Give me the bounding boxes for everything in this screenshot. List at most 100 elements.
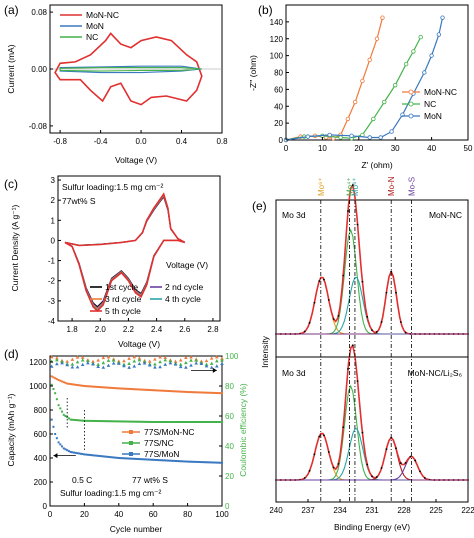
panel-d-capacity-point (122, 457, 125, 460)
panel-d-capacity-point (95, 454, 98, 457)
panel-d-capacity-point (57, 441, 60, 444)
panel-e-component (276, 228, 468, 335)
panel-c-ylabel: Current Density (A g⁻¹) (10, 204, 20, 291)
panel-d-capacity-point (66, 382, 69, 385)
panel-d-efficiency-point (75, 355, 80, 359)
panel-d-capacity-point (148, 458, 151, 461)
panel-d-capacity-point (195, 391, 198, 394)
panel-d-efficiency-point (168, 361, 173, 365)
panel-d-capacity-point (150, 420, 153, 423)
panel-d-capacity-point (83, 453, 86, 456)
panel-b-point (367, 135, 372, 140)
panel-c-series-3 (64, 193, 186, 311)
panel-d-capacity-point (188, 421, 191, 423)
panel-c-ytick-label: 2 (51, 196, 56, 205)
panel-d-capacity-point (105, 420, 108, 423)
panel-d-capacity-point (167, 459, 170, 462)
panel-d-efficiency-point (86, 361, 90, 365)
panel-d-capacity-point (153, 389, 156, 392)
panel-d-capacity-point (200, 421, 203, 423)
panel-d-capacity-point (217, 421, 220, 423)
panel-d-capacity-point (67, 382, 70, 385)
panel-d-capacity-point (164, 389, 167, 392)
panel-d-ytick-label: 1000 (29, 382, 47, 391)
panel-d-capacity-point (165, 389, 168, 392)
panel-d-efficiency-point (70, 365, 75, 369)
panel-d-capacity-point (85, 453, 88, 456)
panel-e-data-point (323, 278, 325, 281)
panel-d-capacity-point (135, 457, 137, 460)
panel-d-capacity-point (160, 389, 163, 392)
panel-d-xtick-label: 40 (114, 510, 123, 519)
panel-b-xlabel: Z' (ohm) (361, 160, 393, 170)
panel-e-data-point (337, 462, 340, 465)
panel-d-efficiency-point (189, 358, 193, 362)
panel-d-capacity-point (95, 420, 98, 423)
panel-d-efficiency-point (127, 365, 131, 369)
panel-d-capacity-point (167, 421, 170, 423)
panel-d-capacity-point (131, 420, 134, 423)
panel-e-component (276, 276, 468, 335)
panel-d-capacity-point (121, 387, 124, 390)
panel-d-capacity-point (100, 386, 103, 389)
panel-d-capacity-point (81, 419, 84, 422)
panel-d-capacity-point (160, 421, 163, 423)
panel-b-ytick-label: 60 (274, 85, 283, 94)
panel-e-data-point (404, 461, 407, 464)
panel-e-data-point (356, 223, 359, 226)
panel-d-capacity-point (143, 388, 146, 391)
panel-d-y2tick-label: 20 (225, 472, 234, 481)
panel-d-efficiency-point (158, 355, 162, 359)
panel-d-capacity-point (165, 421, 168, 423)
panel-d-capacity-point (191, 421, 194, 423)
panel-c-ticks: 1.8 2.0 2.2 2.4 2.6 2.8 3 2 1 0 -1 -2 -3 -4 (48, 176, 219, 334)
panel-b-legend-label: MoN (424, 111, 442, 121)
panel-d-capacity-point (190, 460, 193, 463)
panel-d-capacity-point (155, 389, 158, 392)
panel-d-capacity-point (67, 450, 70, 453)
panel-e-component (276, 428, 468, 481)
panel-a-xlabel: Voltage (V) (115, 155, 157, 165)
panel-a-legend-label: MoN (86, 21, 104, 31)
panel-e-data-point (303, 330, 306, 333)
panel-a: (a) -0.8 -0.4 0.0 0.4 0.8 0.08 0.00 -0.08 Volta… (4, 3, 228, 165)
panel-b-plot (283, 15, 445, 143)
panel-d-capacity-point (59, 407, 62, 410)
panel-c-xtick-label: 2.0 (95, 325, 107, 334)
panel-d-capacity-point (159, 459, 162, 462)
panel-d-efficiency-point (194, 361, 198, 365)
panel-d-capacity-point (74, 419, 77, 422)
panel-e-data-point (318, 280, 321, 282)
panel-b-point (403, 61, 409, 67)
panel-d-capacity-point (129, 388, 132, 391)
panel-d-capacity-point (138, 388, 141, 391)
panel-d-capacity-point (66, 449, 69, 452)
panel-d-efficiency-point (204, 364, 209, 368)
panel-d-capacity-point (86, 419, 89, 422)
panel-d-capacity-point (90, 419, 93, 422)
panel-d-capacity-point (198, 391, 201, 394)
panel-b-legend-marker-0 (408, 89, 414, 95)
panel-e-top-label: Mo-N (387, 176, 396, 196)
panel-d-capacity-point (79, 419, 82, 422)
panel-d-capacity-point (57, 379, 60, 381)
panel-d-capacity-point (205, 391, 208, 394)
panel-d-capacity-point (150, 458, 153, 461)
panel-d-capacity-point (90, 454, 93, 457)
panel-c-xtick-label: 2.8 (207, 325, 219, 334)
panel-d-capacity-point (169, 459, 172, 462)
panel-d-capacity-point (181, 460, 184, 463)
panel-d-capacity-point (207, 391, 210, 394)
panel-d-capacity-point (102, 386, 105, 389)
panel-c-ytick-label: -4 (48, 317, 56, 326)
panel-d-capacity-point (152, 421, 155, 423)
panel-e-data-point (395, 291, 397, 294)
panel-d-efficiency-point (209, 356, 214, 360)
panel-d-efficiency-point (49, 355, 54, 359)
panel-d-capacity-point (116, 387, 119, 390)
panel-d-capacity-point (74, 383, 77, 386)
panel-b-point (349, 133, 354, 138)
panel-c-legend-label: 1st cycle (105, 282, 138, 292)
panel-d-legend-marker-0 (129, 430, 133, 434)
panel-e-data-point (347, 368, 349, 370)
